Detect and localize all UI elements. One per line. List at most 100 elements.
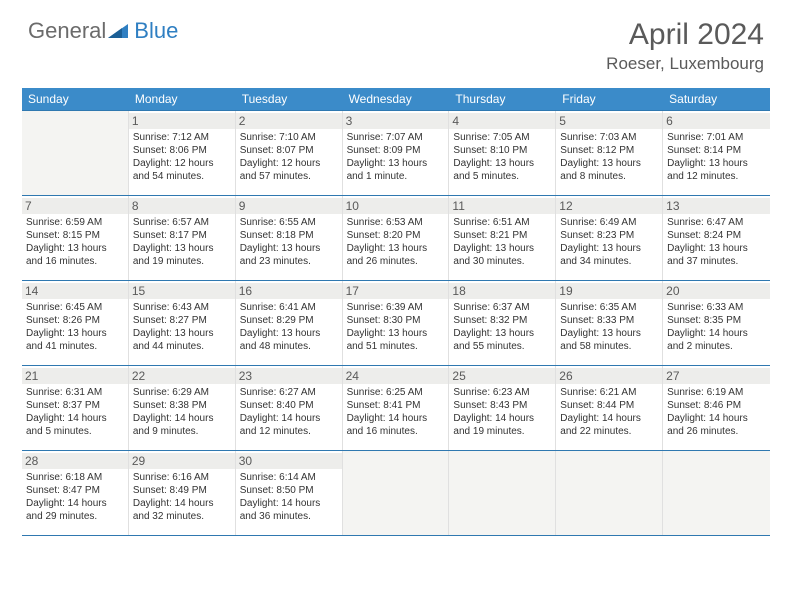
sunrise-text: Sunrise: 7:01 AM	[667, 131, 766, 144]
weekday-header: Monday	[129, 88, 236, 110]
sunrise-text: Sunrise: 7:07 AM	[347, 131, 445, 144]
daylight-text: Daylight: 13 hours and 55 minutes.	[453, 327, 551, 353]
daylight-text: Daylight: 13 hours and 41 minutes.	[26, 327, 124, 353]
daylight-text: Daylight: 13 hours and 51 minutes.	[347, 327, 445, 353]
day-number: 24	[343, 368, 449, 384]
sunrise-text: Sunrise: 6:23 AM	[453, 386, 551, 399]
daylight-text: Daylight: 13 hours and 44 minutes.	[133, 327, 231, 353]
sunset-text: Sunset: 8:37 PM	[26, 399, 124, 412]
day-number: 23	[236, 368, 342, 384]
sunset-text: Sunset: 8:20 PM	[347, 229, 445, 242]
day-cell: 20Sunrise: 6:33 AMSunset: 8:35 PMDayligh…	[663, 281, 770, 365]
day-number: 30	[236, 453, 342, 469]
daylight-text: Daylight: 14 hours and 19 minutes.	[453, 412, 551, 438]
day-cell-empty	[22, 111, 129, 195]
sunset-text: Sunset: 8:27 PM	[133, 314, 231, 327]
daylight-text: Daylight: 14 hours and 32 minutes.	[133, 497, 231, 523]
day-info: Sunrise: 6:59 AMSunset: 8:15 PMDaylight:…	[26, 216, 124, 268]
day-cell: 13Sunrise: 6:47 AMSunset: 8:24 PMDayligh…	[663, 196, 770, 280]
sunset-text: Sunset: 8:23 PM	[560, 229, 658, 242]
weekday-header: Sunday	[22, 88, 129, 110]
sunset-text: Sunset: 8:40 PM	[240, 399, 338, 412]
day-info: Sunrise: 6:47 AMSunset: 8:24 PMDaylight:…	[667, 216, 766, 268]
weekday-header: Saturday	[663, 88, 770, 110]
day-number: 9	[236, 198, 342, 214]
day-number: 10	[343, 198, 449, 214]
day-number: 16	[236, 283, 342, 299]
day-info: Sunrise: 6:57 AMSunset: 8:17 PMDaylight:…	[133, 216, 231, 268]
logo: General Blue	[28, 18, 178, 44]
week-row: 14 Sunrise: 6:45 AMSunset: 8:26 PMDayligh…	[22, 280, 770, 365]
day-info: Sunrise: 6:25 AMSunset: 8:41 PMDaylight:…	[347, 386, 445, 438]
daylight-text: Daylight: 13 hours and 58 minutes.	[560, 327, 658, 353]
logo-triangle-icon	[108, 22, 130, 40]
day-info: Sunrise: 6:27 AMSunset: 8:40 PMDaylight:…	[240, 386, 338, 438]
day-cell: 4 Sunrise: 7:05 AMSunset: 8:10 PMDaylight…	[449, 111, 556, 195]
sunset-text: Sunset: 8:10 PM	[453, 144, 551, 157]
sunset-text: Sunset: 8:18 PM	[240, 229, 338, 242]
day-info: Sunrise: 6:51 AMSunset: 8:21 PMDaylight:…	[453, 216, 551, 268]
sunset-text: Sunset: 8:06 PM	[133, 144, 231, 157]
sunset-text: Sunset: 8:44 PM	[560, 399, 658, 412]
day-number: 14	[22, 283, 128, 299]
day-info: Sunrise: 6:14 AMSunset: 8:50 PMDaylight:…	[240, 471, 338, 523]
logo-text-2: Blue	[134, 18, 178, 44]
day-number: 20	[663, 283, 770, 299]
day-number: 7	[22, 198, 128, 214]
day-cell: 23 Sunrise: 6:27 AMSunset: 8:40 PMDayligh…	[236, 366, 343, 450]
sunrise-text: Sunrise: 6:29 AM	[133, 386, 231, 399]
day-number: 2	[236, 113, 342, 129]
day-number: 26	[556, 368, 662, 384]
day-info: Sunrise: 6:53 AMSunset: 8:20 PMDaylight:…	[347, 216, 445, 268]
week-row: 7 Sunrise: 6:59 AMSunset: 8:15 PMDaylight…	[22, 195, 770, 280]
sunset-text: Sunset: 8:38 PM	[133, 399, 231, 412]
day-cell-empty	[343, 451, 450, 535]
day-info: Sunrise: 7:05 AMSunset: 8:10 PMDaylight:…	[453, 131, 551, 183]
day-number: 22	[129, 368, 235, 384]
sunset-text: Sunset: 8:32 PM	[453, 314, 551, 327]
day-info: Sunrise: 7:03 AMSunset: 8:12 PMDaylight:…	[560, 131, 658, 183]
sunset-text: Sunset: 8:33 PM	[560, 314, 658, 327]
day-cell: 2Sunrise: 7:10 AMSunset: 8:07 PMDaylight…	[236, 111, 343, 195]
day-number: 8	[129, 198, 235, 214]
daylight-text: Daylight: 14 hours and 36 minutes.	[240, 497, 338, 523]
day-cell: 11Sunrise: 6:51 AMSunset: 8:21 PMDayligh…	[449, 196, 556, 280]
sunrise-text: Sunrise: 6:57 AM	[133, 216, 231, 229]
sunrise-text: Sunrise: 6:59 AM	[26, 216, 124, 229]
daylight-text: Daylight: 12 hours and 54 minutes.	[133, 157, 231, 183]
day-number: 19	[556, 283, 662, 299]
day-number: 6	[663, 113, 770, 129]
sunrise-text: Sunrise: 6:43 AM	[133, 301, 231, 314]
daylight-text: Daylight: 13 hours and 37 minutes.	[667, 242, 766, 268]
day-number: 4	[449, 113, 555, 129]
day-cell: 15Sunrise: 6:43 AMSunset: 8:27 PMDayligh…	[129, 281, 236, 365]
month-title: April 2024	[606, 18, 764, 52]
weekday-header: Wednesday	[343, 88, 450, 110]
day-cell-empty	[449, 451, 556, 535]
weekday-header: Thursday	[449, 88, 556, 110]
sunrise-text: Sunrise: 6:21 AM	[560, 386, 658, 399]
week-row: 21Sunrise: 6:31 AMSunset: 8:37 PMDayligh…	[22, 365, 770, 450]
day-number: 12	[556, 198, 662, 214]
sunrise-text: Sunrise: 7:03 AM	[560, 131, 658, 144]
daylight-text: Daylight: 14 hours and 12 minutes.	[240, 412, 338, 438]
day-cell-empty	[556, 451, 663, 535]
sunset-text: Sunset: 8:24 PM	[667, 229, 766, 242]
day-cell: 7 Sunrise: 6:59 AMSunset: 8:15 PMDaylight…	[22, 196, 129, 280]
day-number: 21	[22, 368, 128, 384]
day-cell: 6Sunrise: 7:01 AMSunset: 8:14 PMDaylight…	[663, 111, 770, 195]
day-number: 29	[129, 453, 235, 469]
sunrise-text: Sunrise: 7:12 AM	[133, 131, 231, 144]
sunrise-text: Sunrise: 6:53 AM	[347, 216, 445, 229]
sunset-text: Sunset: 8:07 PM	[240, 144, 338, 157]
daylight-text: Daylight: 13 hours and 48 minutes.	[240, 327, 338, 353]
day-info: Sunrise: 7:07 AMSunset: 8:09 PMDaylight:…	[347, 131, 445, 183]
day-info: Sunrise: 6:45 AMSunset: 8:26 PMDaylight:…	[26, 301, 124, 353]
day-cell: 1Sunrise: 7:12 AMSunset: 8:06 PMDaylight…	[129, 111, 236, 195]
day-cell: 18Sunrise: 6:37 AMSunset: 8:32 PMDayligh…	[449, 281, 556, 365]
sunrise-text: Sunrise: 6:49 AM	[560, 216, 658, 229]
daylight-text: Daylight: 13 hours and 8 minutes.	[560, 157, 658, 183]
day-number: 17	[343, 283, 449, 299]
sunset-text: Sunset: 8:30 PM	[347, 314, 445, 327]
day-number: 28	[22, 453, 128, 469]
